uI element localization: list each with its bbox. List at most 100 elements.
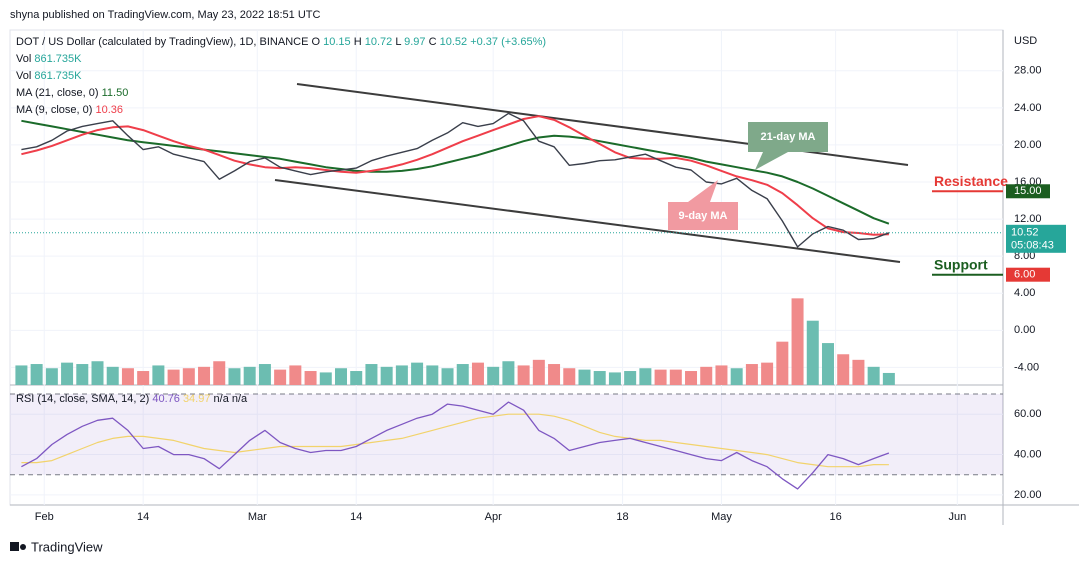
volume-bar [791,298,804,385]
volume-bar [456,364,469,385]
price-line [21,112,890,248]
last-price-tag [1006,224,1066,253]
rsi-tick-label: 60.00 [1014,408,1042,420]
callout-box [748,122,828,170]
ohlc-part: O [311,36,320,48]
volume-bar [487,366,500,385]
legend-value: 40.76 [152,393,180,405]
y-tick-label: 28.00 [1014,65,1042,77]
ohlc-part: 9.97 [404,36,425,48]
volume-bar [228,368,241,385]
volume-bar [548,364,561,385]
legend-name: Vol [16,53,31,65]
legend-name: Vol [16,70,31,82]
price-lines: Resistance Support [10,112,1008,276]
volume-bar [152,365,165,385]
legend-title: DOT / US Dollar (calculated by TradingVi… [16,36,308,48]
volume-bar [213,361,226,385]
brand-logo [10,542,19,551]
volume-bar [350,371,363,385]
volume-bar [578,369,591,385]
ohlc-part: H [354,36,362,48]
ma21-callout: 21-day MA [748,122,828,170]
volume-bar [76,364,89,385]
volume-bar [91,361,104,385]
volume-bar [182,368,195,385]
y-tick-label: 20.00 [1014,139,1042,151]
y-tick-label: 12.00 [1014,213,1042,225]
volume-bar [411,362,424,385]
ma-line [21,115,889,236]
ohlc-part: +0.37 (+3.65%) [470,36,546,48]
legend: DOT / US Dollar (calculated by TradingVi… [16,36,546,405]
ohlc-part: 10.52 [440,36,468,48]
volume-bar [380,366,393,385]
volume-bar [761,362,774,385]
volume-bar [867,366,880,385]
volume-bar [852,359,865,385]
y-tick-label: 24.00 [1014,102,1042,114]
volume-bar [882,372,895,385]
volume-bar [517,365,530,385]
rsi-tick-label: 20.00 [1014,489,1042,501]
axes: Feb 14 Mar 14 Apr 18 May 16 Jun28.0024.0020.0016… [35,65,1066,523]
legend-extra: n/a n/a [214,393,249,405]
legend-name: MA (9, close, 0) [16,104,92,116]
callout-text: 9-day MA [679,210,728,222]
channel-lower [274,179,901,263]
y-tick-label: 8.00 [1014,250,1035,262]
y-tick-label: 0.00 [1014,324,1035,336]
volume-bar [685,371,698,385]
x-tick-label: 16 [829,511,841,523]
volume-bar [304,371,317,385]
volume-bar [365,364,378,385]
y-tick-label: -4.00 [1014,361,1039,373]
x-tick-label: Apr [485,511,502,523]
volume-bar [167,369,180,385]
countdown-label: 05:08:43 [1011,240,1054,252]
volume-bar [776,341,789,385]
x-tick-label: 18 [616,511,628,523]
brand-name: TradingView [31,539,103,554]
legend-row: MA (9, close, 0) 10.36 [16,104,123,116]
x-tick-label: Feb [35,511,54,523]
volume-bar [289,365,302,385]
x-tick-label: Mar [248,511,267,523]
brand: TradingView [10,539,103,554]
volume-bar [654,369,667,385]
volume-bar [471,362,484,385]
volume-bar [502,361,515,385]
volume-bar [243,366,256,385]
ohlc-part: 10.15 [323,36,351,48]
x-tick-label: 14 [137,511,149,523]
volume-bar [15,365,28,385]
level-tag-label: 15.00 [1014,185,1042,197]
volume-bar [837,354,850,385]
volume-bar [45,368,58,385]
volume-bar [319,372,332,385]
y-axis-label: USD [1014,35,1037,47]
volume-bar [335,368,347,385]
volume-bar [821,343,834,385]
volume-bar [532,359,545,385]
rsi-line [21,401,890,490]
ma-line [21,119,890,225]
y-tick-label: 4.00 [1014,287,1035,299]
legend-row: MA (21, close, 0) 11.50 [16,87,128,99]
volume-bar [30,364,43,385]
rsi-pane [10,393,1003,490]
volume-bar [61,362,74,385]
volume-bar [395,365,408,385]
ohlc-part: L [395,36,401,48]
volume-bar [608,372,621,385]
volume-bar [624,371,637,385]
volume-bar [121,368,134,385]
rsi-tick-label: 40.00 [1014,448,1042,460]
volume-bar [106,366,119,385]
volume-bar [593,371,606,385]
volume-bar [137,371,150,385]
rsi-band [10,394,1003,475]
volume-bar [745,364,758,385]
callout-text: 21-day MA [760,131,815,143]
